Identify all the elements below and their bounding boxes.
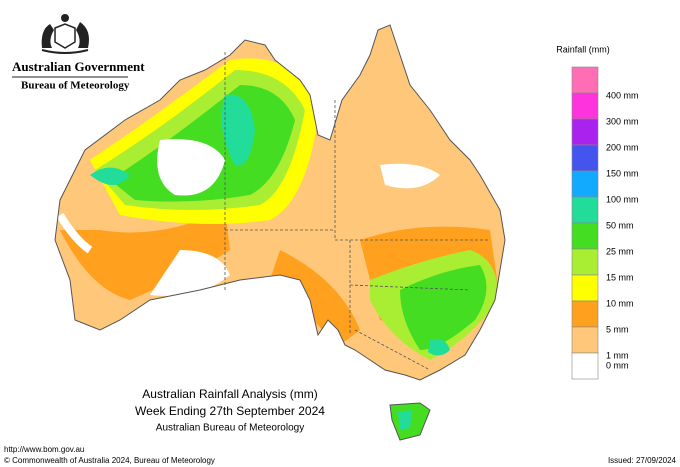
legend-swatch (571, 352, 599, 380)
legend-label: 100 mm (606, 194, 639, 204)
legend-swatch (571, 274, 599, 302)
caption-source: Australian Bureau of Meteorology (156, 423, 304, 434)
legend-title: Rainfall (mm) (556, 44, 610, 54)
legend-label: 5 mm (606, 324, 629, 334)
legend-label: 1 mm (606, 350, 629, 360)
legend-label: 10 mm (606, 298, 634, 308)
caption-subtitle: Week Ending 27th September 2024 (135, 404, 325, 418)
legend-label: 300 mm (606, 116, 639, 126)
legend-swatch (571, 222, 599, 250)
legend-swatch (571, 170, 599, 198)
bureau-name: Bureau of Meteorology (21, 80, 130, 92)
footer-issued: Issued: 27/09/2024 (608, 456, 677, 465)
legend-swatch (571, 196, 599, 224)
rainfall-map (54, 24, 506, 441)
legend-swatch (571, 248, 599, 276)
legend-swatch (571, 326, 599, 354)
footer-url: http://www.bom.gov.au (4, 445, 84, 454)
legend-label: 50 mm (606, 220, 634, 230)
legend: 400 mm 300 mm 200 mm 150 mm 100 mm 50 mm 25 mm… (571, 66, 639, 380)
legend-swatch (571, 300, 599, 328)
legend-label: 150 mm (606, 168, 639, 178)
legend-label: 400 mm (606, 90, 639, 100)
government-name: Australian Government (12, 59, 145, 74)
coat-of-arms (41, 14, 89, 54)
footer-copyright: © Commonwealth of Australia 2024, Bureau… (4, 456, 215, 465)
legend-swatch (571, 118, 599, 146)
legend-swatch (571, 92, 599, 120)
legend-label: 15 mm (606, 272, 634, 282)
caption-title: Australian Rainfall Analysis (mm) (142, 387, 317, 401)
legend-label: 25 mm (606, 246, 634, 256)
legend-label: 200 mm (606, 142, 639, 152)
legend-swatch (571, 144, 599, 172)
legend-label: 0 mm (606, 360, 629, 370)
legend-swatch (571, 66, 599, 94)
